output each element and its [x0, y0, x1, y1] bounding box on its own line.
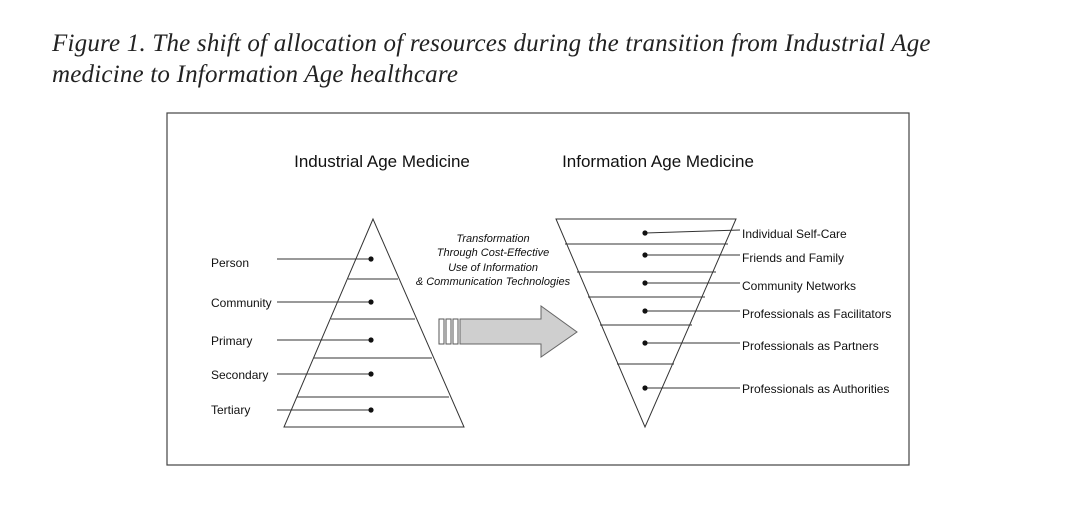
level-dot: [368, 256, 374, 262]
left-label-person: Person: [211, 256, 249, 270]
right-title: Information Age Medicine: [562, 152, 754, 171]
transformation-text: Transformation Through Cost-Effective Us…: [416, 233, 571, 288]
right-label-partners: Professionals as Partners: [742, 339, 879, 353]
left-label-tertiary: Tertiary: [211, 403, 250, 417]
pyramid-dots: [368, 256, 374, 413]
arrow-stripe: [438, 318, 445, 345]
level-dot: [642, 280, 648, 286]
arrow-body: [459, 305, 578, 358]
level-dot: [642, 385, 648, 391]
level-dot: [642, 308, 648, 314]
arrow-stripe: [445, 318, 452, 345]
transition-arrow: [438, 305, 578, 358]
transformation-line-1: Transformation: [456, 233, 529, 245]
level-dot: [642, 252, 648, 258]
inverted-pyramid-dots: [642, 230, 648, 391]
industrial-pyramid: [277, 217, 465, 428]
level-dot: [642, 340, 648, 346]
left-label-community: Community: [211, 296, 272, 310]
level-dot: [642, 230, 648, 236]
level-dot: [368, 371, 374, 377]
label-mask: [209, 366, 275, 383]
label-mask: [209, 294, 275, 311]
level-dot: [368, 299, 374, 305]
diagram-frame: [166, 112, 910, 466]
information-pyramid: [555, 218, 741, 429]
caption-line-1: Figure 1. The shift of allocation of res…: [52, 30, 931, 57]
transformation-line-2: Through Cost-Effective: [437, 247, 550, 259]
caption-line-2: medicine to Information Age healthcare: [52, 61, 459, 88]
inverted-pyramid-outline: [555, 218, 737, 429]
right-label-facilitators: Professionals as Facilitators: [742, 307, 891, 321]
left-label-secondary: Secondary: [211, 368, 268, 382]
transformation-line-3: Use of Information: [448, 262, 538, 274]
right-label-self-care: Individual Self-Care: [742, 227, 847, 241]
right-label-friends-family: Friends and Family: [742, 251, 844, 265]
level-dot: [368, 337, 374, 343]
pyramid-outline: [283, 217, 465, 428]
leader-line: [644, 229, 741, 234]
left-label-primary: Primary: [211, 334, 252, 348]
right-label-community-networks: Community Networks: [742, 279, 856, 293]
left-title: Industrial Age Medicine: [294, 152, 470, 171]
arrow-stripe: [452, 318, 459, 345]
right-label-authorities: Professionals as Authorities: [742, 382, 889, 396]
figure-caption: Figure 1. The shift of allocation of res…: [52, 28, 1062, 90]
transformation-line-4: & Communication Technologies: [416, 276, 571, 288]
level-dot: [368, 407, 374, 413]
